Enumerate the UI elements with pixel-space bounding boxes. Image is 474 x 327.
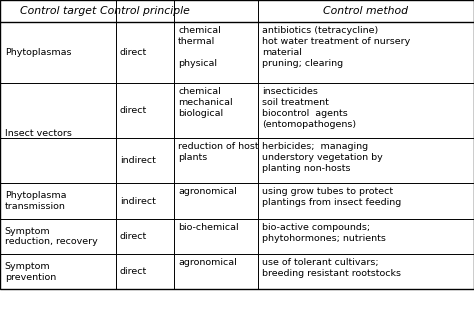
Text: Control principle: Control principle: [100, 6, 190, 16]
Text: herbicides;  managing
understory vegetation by
planting non-hosts: herbicides; managing understory vegetati…: [262, 142, 383, 173]
Text: indirect: indirect: [120, 156, 156, 165]
Text: agronomical: agronomical: [178, 258, 237, 267]
Text: Symptom
prevention: Symptom prevention: [5, 262, 56, 282]
Text: antibiotics (tetracycline)
hot water treatment of nursery
material
pruning; clea: antibiotics (tetracycline) hot water tre…: [262, 26, 410, 68]
Text: Phytoplasmas: Phytoplasmas: [5, 48, 71, 57]
Text: Control method: Control method: [323, 6, 409, 16]
Text: insecticides
soil treatment
biocontrol  agents
(entomopathogens): insecticides soil treatment biocontrol a…: [262, 87, 356, 129]
Text: bio-chemical: bio-chemical: [178, 223, 239, 232]
Text: reduction of host
plants: reduction of host plants: [178, 142, 259, 162]
Text: Phytoplasma
transmission: Phytoplasma transmission: [5, 191, 66, 211]
Text: chemical
mechanical
biological: chemical mechanical biological: [178, 87, 233, 118]
Text: use of tolerant cultivars;
breeding resistant rootstocks: use of tolerant cultivars; breeding resi…: [262, 258, 401, 278]
Text: Control target: Control target: [20, 6, 96, 16]
Text: agronomical: agronomical: [178, 187, 237, 197]
Text: direct: direct: [120, 267, 147, 276]
Text: using grow tubes to protect
plantings from insect feeding: using grow tubes to protect plantings fr…: [262, 187, 401, 207]
Text: direct: direct: [120, 232, 147, 241]
Text: direct: direct: [120, 48, 147, 57]
Text: bio-active compounds;
phytohormones; nutrients: bio-active compounds; phytohormones; nut…: [262, 223, 386, 243]
Text: direct: direct: [120, 106, 147, 115]
Text: Insect vectors: Insect vectors: [5, 129, 72, 138]
Text: indirect: indirect: [120, 197, 156, 206]
Text: Symptom
reduction, recovery: Symptom reduction, recovery: [5, 227, 98, 246]
Text: chemical
thermal

physical: chemical thermal physical: [178, 26, 221, 68]
Bar: [0, 0, 474, 289]
